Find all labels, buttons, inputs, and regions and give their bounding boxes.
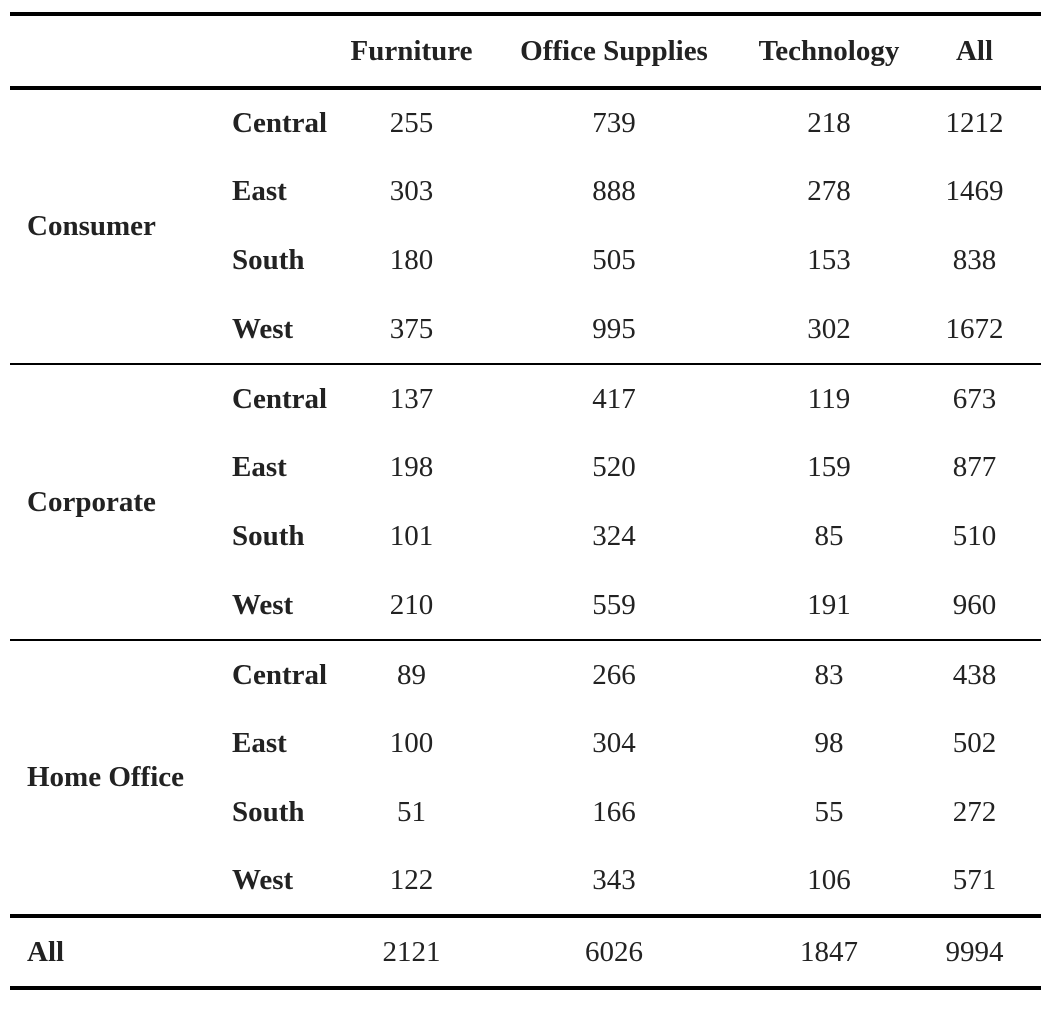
value-cell: 266 — [592, 658, 636, 691]
table-row: West 210 559 191 960 — [10, 571, 1041, 640]
value-cell: 122 — [389, 864, 434, 896]
column-header: Technology — [758, 34, 900, 67]
row-total-cell: 510 — [952, 520, 997, 552]
grand-total-group: All 2121 6026 1847 9994 — [10, 916, 1041, 988]
region-label: South — [232, 244, 305, 276]
value-cell: 304 — [592, 727, 636, 759]
table-row: East 100 304 98 502 — [10, 709, 1041, 778]
row-total-cell: 673 — [952, 382, 997, 415]
row-total-cell: 571 — [952, 864, 997, 896]
value-cell: 55 — [814, 796, 844, 828]
value-cell: 137 — [389, 382, 434, 415]
table-row: West 122 343 106 571 — [10, 847, 1041, 916]
value-cell: 83 — [814, 658, 844, 691]
column-header: All — [955, 34, 994, 67]
segment-label: Home Office — [27, 761, 185, 793]
value-cell: 343 — [592, 864, 636, 896]
region-label: Central — [232, 382, 328, 415]
row-total-cell: 877 — [952, 451, 997, 483]
table-row: South 51 166 55 272 — [10, 778, 1041, 847]
value-cell: 166 — [592, 796, 636, 828]
value-cell: 255 — [389, 107, 434, 139]
value-cell: 278 — [807, 175, 851, 207]
table-row: Home Office Central 89 266 83 438 — [10, 640, 1041, 794]
value-cell: 888 — [592, 175, 636, 207]
value-cell: 51 — [397, 796, 426, 828]
row-total-cell: 838 — [952, 244, 997, 276]
value-cell: 520 — [592, 451, 636, 483]
corner-cell — [10, 14, 215, 88]
region-label: East — [232, 175, 287, 207]
region-label: East — [232, 727, 287, 759]
value-cell: 100 — [389, 727, 434, 759]
pivot-table: Furniture Office Supplies Technology All… — [10, 12, 1041, 990]
value-cell: 198 — [389, 451, 434, 483]
region-label: Central — [232, 107, 328, 139]
table-row: East 303 888 278 1469 — [10, 157, 1041, 226]
segment-label: Consumer — [27, 210, 156, 242]
value-cell: 106 — [807, 864, 851, 896]
value-cell: 153 — [807, 244, 851, 276]
value-cell: 89 — [397, 658, 426, 691]
value-cell: 180 — [389, 244, 434, 276]
grand-total-cell: 6026 — [585, 935, 643, 968]
column-header: Furniture — [350, 34, 473, 67]
row-total-cell: 502 — [952, 727, 997, 759]
value-cell: 417 — [592, 382, 636, 415]
row-total-cell: 1212 — [945, 107, 1004, 139]
region-label: South — [232, 796, 305, 828]
grand-total-cell: 1847 — [800, 935, 858, 968]
header-row: Furniture Office Supplies Technology All — [10, 14, 1041, 88]
value-cell: 505 — [592, 244, 636, 276]
value-cell: 302 — [807, 312, 851, 345]
table-row: West 375 995 302 1672 — [10, 295, 1041, 364]
region-label: West — [232, 588, 294, 621]
row-total-cell: 960 — [952, 588, 997, 621]
table-row: East 198 520 159 877 — [10, 433, 1041, 502]
value-cell: 159 — [807, 451, 851, 483]
value-cell: 995 — [592, 312, 636, 345]
row-total-cell: 272 — [952, 796, 997, 828]
value-cell: 559 — [592, 588, 636, 621]
segment-label: Corporate — [27, 485, 156, 518]
region-label: South — [232, 520, 305, 552]
value-cell: 191 — [807, 588, 851, 621]
corner-cell — [215, 14, 345, 88]
region-label: East — [232, 451, 287, 483]
value-cell: 210 — [389, 588, 434, 621]
segment-group: Home Office Central 89 266 83 438 East 100 304 98… — [10, 640, 1041, 916]
value-cell: 375 — [389, 312, 434, 345]
row-total-cell: 1672 — [945, 312, 1004, 345]
row-total-cell: 438 — [952, 658, 997, 691]
region-label: West — [232, 864, 294, 896]
column-header: Office Supplies — [520, 34, 708, 67]
grand-total-row: All 2121 6026 1847 9994 — [10, 916, 1041, 988]
segment-group: Consumer Central 255 739 218 1212 East 303 888 27… — [10, 88, 1041, 364]
empty-cell — [215, 916, 345, 988]
grand-total-cell: 2121 — [382, 935, 441, 968]
grand-total-cell: 9994 — [945, 935, 1004, 968]
row-total-cell: 1469 — [945, 175, 1004, 207]
value-cell: 324 — [592, 520, 636, 552]
table-row: Corporate Central 137 417 119 673 — [10, 364, 1041, 518]
table-row: Consumer Central 255 739 218 1212 — [10, 88, 1041, 242]
value-cell: 218 — [807, 107, 851, 139]
table-row: South 101 324 85 510 — [10, 502, 1041, 571]
region-label: West — [232, 312, 294, 345]
value-cell: 85 — [814, 520, 844, 552]
value-cell: 119 — [807, 382, 851, 415]
value-cell: 739 — [592, 107, 636, 139]
value-cell: 303 — [389, 175, 434, 207]
table-row: South 180 505 153 838 — [10, 226, 1041, 295]
table-header: Furniture Office Supplies Technology All — [10, 14, 1041, 88]
value-cell: 98 — [814, 727, 844, 759]
region-label: Central — [232, 658, 328, 691]
value-cell: 101 — [389, 520, 434, 552]
grand-total-label: All — [27, 935, 65, 968]
segment-group: Corporate Central 137 417 119 673 East 198 520 15… — [10, 364, 1041, 640]
